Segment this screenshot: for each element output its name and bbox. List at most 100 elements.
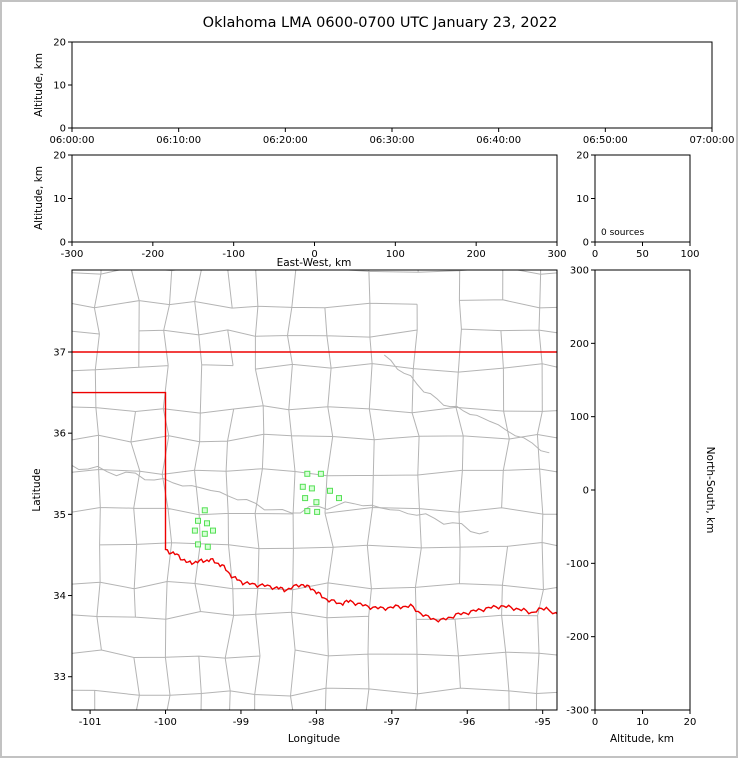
source-marker xyxy=(204,520,210,527)
svg-text:-101: -101 xyxy=(79,717,102,728)
ns-height-panel: 0 10 20 -300 -200 -100 0 100 200 300 xyxy=(566,266,696,729)
svg-text:-96: -96 xyxy=(459,717,475,728)
svg-text:100: 100 xyxy=(386,249,405,260)
source-marker xyxy=(304,470,311,477)
svg-text:06:40:00: 06:40:00 xyxy=(476,135,521,146)
source-marker xyxy=(304,508,311,515)
source-marker xyxy=(201,507,208,514)
source-marker xyxy=(317,470,324,477)
river-line xyxy=(72,464,489,535)
source-marker xyxy=(210,527,216,534)
svg-text:-200: -200 xyxy=(141,249,164,260)
source-histogram-panel: 0 50 100 0 10 20 xyxy=(576,151,699,261)
svg-text:06:00:00: 06:00:00 xyxy=(50,135,95,146)
svg-text:35: 35 xyxy=(53,510,66,521)
svg-text:33: 33 xyxy=(53,672,66,683)
svg-text:200: 200 xyxy=(570,339,589,350)
river-line xyxy=(383,354,550,454)
map-xlabel: Longitude xyxy=(288,733,340,745)
panel-frame xyxy=(71,269,558,711)
svg-text:200: 200 xyxy=(467,249,486,260)
source-marker xyxy=(195,541,201,548)
svg-text:06:30:00: 06:30:00 xyxy=(370,135,415,146)
svg-text:06:20:00: 06:20:00 xyxy=(263,135,308,146)
ew-height-panel: -300 -200 -100 0 100 200 300 0 10 20 xyxy=(53,151,566,261)
lma-source-markers xyxy=(191,470,342,550)
source-marker xyxy=(299,483,306,490)
svg-text:0: 0 xyxy=(583,238,589,249)
svg-text:10: 10 xyxy=(53,81,66,92)
ns-panel-xlabel: Altitude, km xyxy=(610,733,674,745)
county-borders xyxy=(72,270,557,710)
svg-text:0: 0 xyxy=(592,717,598,728)
svg-text:06:50:00: 06:50:00 xyxy=(583,135,628,146)
y-tick-labels: 0 10 20 xyxy=(576,151,595,249)
source-marker xyxy=(314,508,321,515)
x-tick-labels: -101 -100 -99 -98 -97 -96 -95 xyxy=(79,710,551,728)
x-tick-labels: 0 10 20 xyxy=(592,710,697,728)
svg-text:300: 300 xyxy=(570,266,589,277)
svg-text:-95: -95 xyxy=(534,717,550,728)
svg-text:-100: -100 xyxy=(154,717,177,728)
svg-text:-98: -98 xyxy=(308,717,324,728)
source-marker xyxy=(302,495,309,502)
svg-text:-100: -100 xyxy=(222,249,245,260)
source-marker xyxy=(327,487,333,494)
ew-panel-xlabel: East-West, km xyxy=(277,257,352,269)
svg-text:300: 300 xyxy=(547,249,566,260)
svg-text:07:00:00: 07:00:00 xyxy=(690,135,735,146)
svg-text:100: 100 xyxy=(570,412,589,423)
svg-text:10: 10 xyxy=(53,194,66,205)
y-tick-labels: -300 -200 -100 0 100 200 300 xyxy=(566,266,595,717)
source-marker xyxy=(195,517,201,524)
svg-text:-100: -100 xyxy=(566,559,589,570)
map-ylabel: Latitude xyxy=(31,468,43,511)
svg-text:10: 10 xyxy=(636,717,649,728)
svg-text:10: 10 xyxy=(576,194,589,205)
svg-text:0: 0 xyxy=(311,249,317,260)
x-tick-labels: 0 50 100 xyxy=(592,242,700,260)
svg-text:-99: -99 xyxy=(233,717,249,728)
svg-text:0: 0 xyxy=(60,124,66,135)
source-marker xyxy=(191,527,198,534)
svg-text:-200: -200 xyxy=(566,632,589,643)
svg-text:-300: -300 xyxy=(566,706,589,717)
svg-text:0: 0 xyxy=(592,249,598,260)
y-tick-labels: 0 10 20 xyxy=(53,38,72,135)
oklahoma-state-border xyxy=(72,391,557,623)
source-count-annotation: 0 sources xyxy=(601,228,644,238)
x-tick-labels: -300 -200 -100 0 100 200 300 xyxy=(61,242,567,260)
svg-text:20: 20 xyxy=(684,717,697,728)
y-tick-labels: 0 10 20 xyxy=(53,151,72,249)
source-marker xyxy=(313,499,320,506)
ew-panel-ylabel: Altitude, km xyxy=(33,166,45,230)
svg-text:06:10:00: 06:10:00 xyxy=(156,135,201,146)
svg-text:-300: -300 xyxy=(61,249,84,260)
svg-text:100: 100 xyxy=(680,249,699,260)
time-panel-ylabel: Altitude, km xyxy=(33,53,45,117)
svg-text:0: 0 xyxy=(60,238,66,249)
svg-text:50: 50 xyxy=(636,249,649,260)
source-marker xyxy=(336,495,342,502)
svg-text:-97: -97 xyxy=(384,717,400,728)
svg-text:34: 34 xyxy=(53,591,66,602)
svg-text:20: 20 xyxy=(576,151,589,162)
source-marker xyxy=(201,530,208,537)
svg-text:37: 37 xyxy=(53,347,66,358)
figure-title: Oklahoma LMA 0600-0700 UTC January 23, 2… xyxy=(203,15,558,31)
source-marker xyxy=(308,485,315,492)
ns-panel-ylabel: North-South, km xyxy=(704,447,716,534)
y-tick-labels: 33 34 35 36 37 xyxy=(53,347,72,683)
svg-text:20: 20 xyxy=(53,151,66,162)
time-tick-labels: 06:00:00 06:10:00 06:20:00 06:30:00 06:40:00… xyxy=(50,128,735,146)
time-height-panel: 06:00:00 06:10:00 06:20:00 06:30:00 06:40:00… xyxy=(50,38,735,147)
plan-view-map-panel: -101 -100 -99 -98 -97 -96 -95 33 34 35 36 37 xyxy=(53,269,558,728)
svg-text:20: 20 xyxy=(53,38,66,49)
svg-text:36: 36 xyxy=(53,429,66,440)
map-layers xyxy=(72,270,557,710)
svg-text:0: 0 xyxy=(583,486,589,497)
source-marker xyxy=(204,543,211,550)
